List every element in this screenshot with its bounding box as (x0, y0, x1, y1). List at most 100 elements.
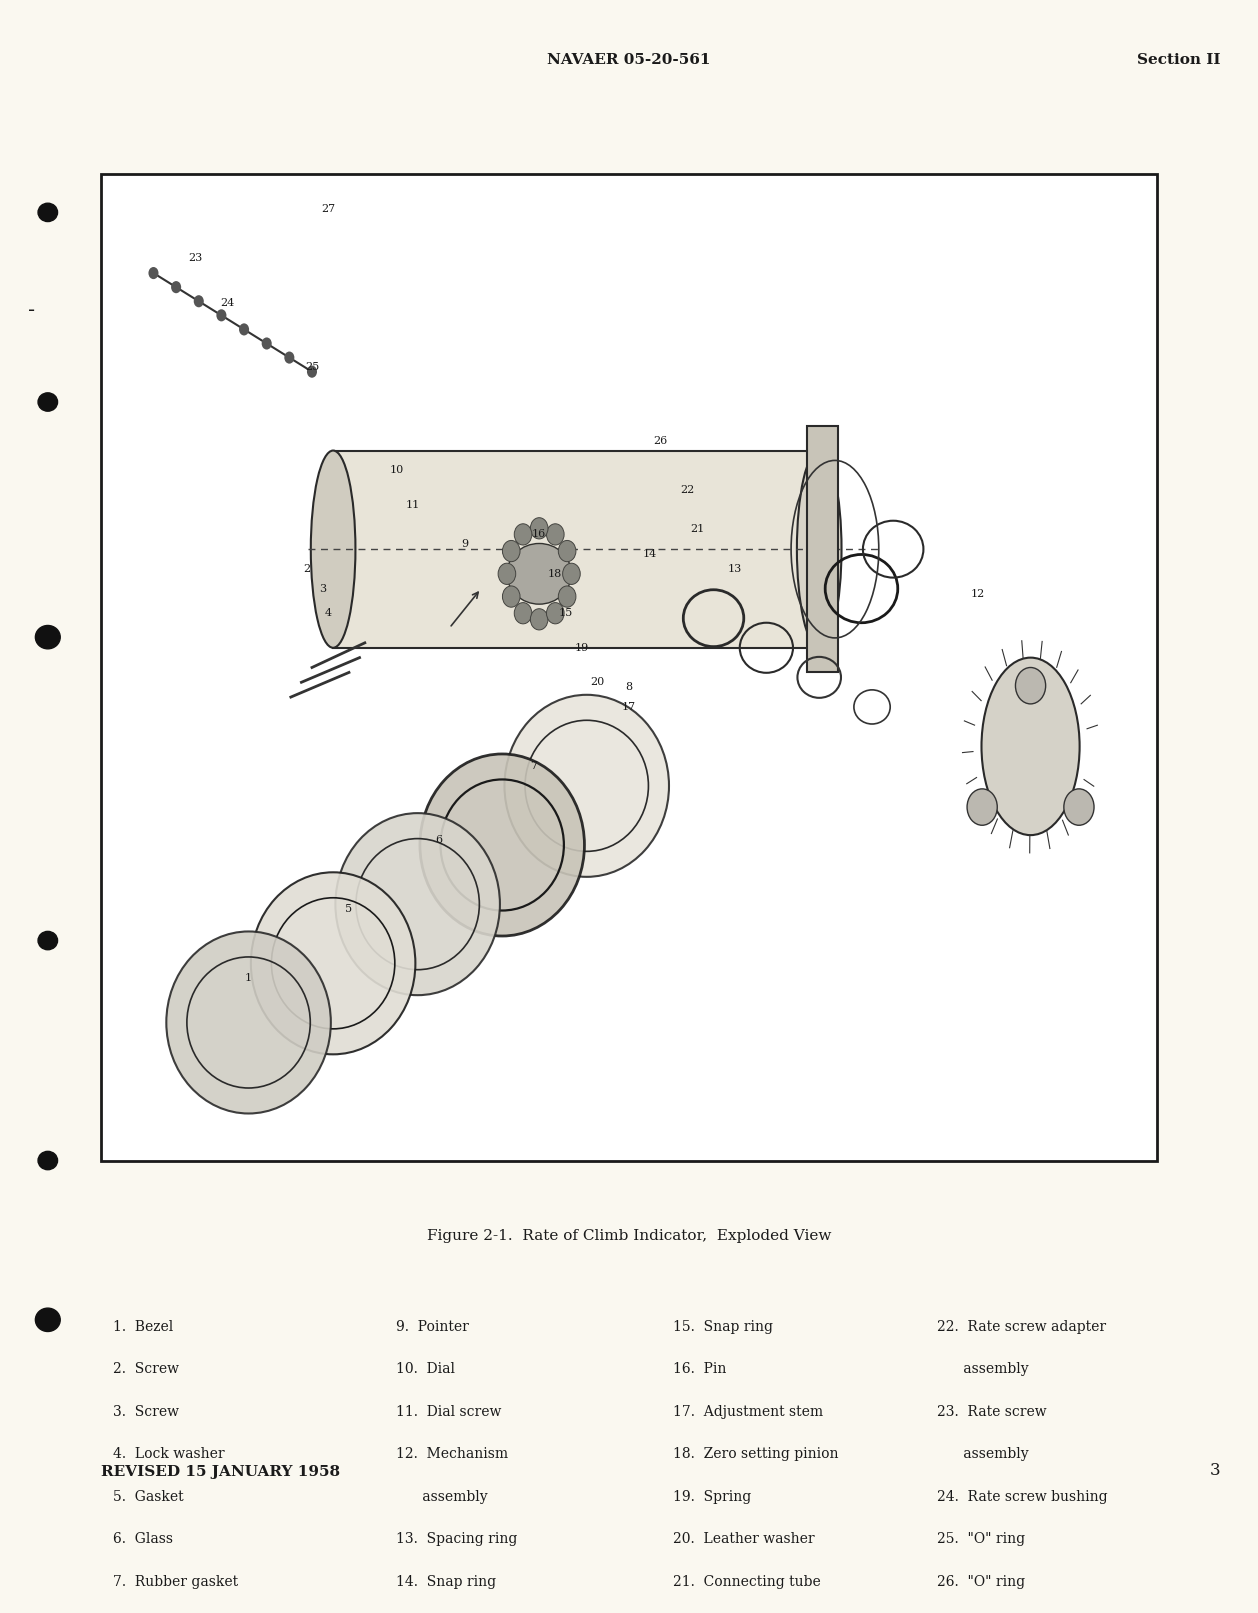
Ellipse shape (250, 873, 415, 1055)
Text: 3.  Screw: 3. Screw (113, 1405, 179, 1419)
Text: 5.  Gasket: 5. Gasket (113, 1490, 184, 1503)
Text: 16.  Pin: 16. Pin (673, 1363, 726, 1376)
Text: 9.  Pointer: 9. Pointer (396, 1319, 469, 1334)
Text: 19: 19 (575, 642, 589, 653)
Text: 17: 17 (621, 702, 637, 711)
Circle shape (171, 281, 181, 294)
Text: 2: 2 (303, 565, 311, 574)
Ellipse shape (420, 753, 585, 936)
Text: 22: 22 (681, 486, 694, 495)
Text: 14: 14 (643, 548, 657, 560)
Text: NAVAER 05-20-561: NAVAER 05-20-561 (547, 53, 711, 68)
Text: 12: 12 (971, 589, 985, 598)
Text: 6.  Glass: 6. Glass (113, 1532, 174, 1547)
Circle shape (515, 524, 532, 545)
Text: 21: 21 (691, 524, 704, 534)
Circle shape (559, 586, 576, 606)
Text: 5: 5 (346, 903, 352, 915)
Text: 22.  Rate screw adapter: 22. Rate screw adapter (937, 1319, 1106, 1334)
Circle shape (148, 268, 159, 279)
Circle shape (1064, 789, 1094, 826)
Circle shape (498, 563, 516, 584)
Circle shape (502, 586, 520, 606)
Text: 14.  Snap ring: 14. Snap ring (396, 1574, 497, 1589)
Text: 23.  Rate screw: 23. Rate screw (937, 1405, 1047, 1419)
Text: REVISED 15 JANUARY 1958: REVISED 15 JANUARY 1958 (101, 1465, 340, 1479)
Ellipse shape (35, 1308, 60, 1331)
Circle shape (967, 789, 998, 826)
Text: 15.  Snap ring: 15. Snap ring (673, 1319, 772, 1334)
Text: 26.  "O" ring: 26. "O" ring (937, 1574, 1025, 1589)
Text: 3: 3 (1210, 1461, 1220, 1479)
Text: 8: 8 (625, 682, 633, 692)
Text: 11: 11 (405, 500, 419, 510)
Ellipse shape (336, 813, 499, 995)
Ellipse shape (796, 450, 842, 648)
Circle shape (546, 524, 564, 545)
Text: assembly: assembly (396, 1490, 488, 1503)
Text: 25.  "O" ring: 25. "O" ring (937, 1532, 1025, 1547)
Ellipse shape (311, 450, 356, 648)
Circle shape (546, 603, 564, 624)
Text: 26: 26 (654, 436, 668, 445)
Circle shape (531, 518, 548, 539)
Text: assembly: assembly (937, 1363, 1029, 1376)
Text: 24.  Rate screw bushing: 24. Rate screw bushing (937, 1490, 1108, 1503)
Text: Section II: Section II (1137, 53, 1220, 68)
Bar (333, 450, 819, 648)
Ellipse shape (35, 626, 60, 648)
Text: 20.  Leather washer: 20. Leather washer (673, 1532, 815, 1547)
Bar (806, 426, 838, 673)
Text: 19.  Spring: 19. Spring (673, 1490, 751, 1503)
Circle shape (559, 540, 576, 561)
Text: assembly: assembly (937, 1447, 1029, 1461)
Ellipse shape (166, 931, 331, 1113)
Text: 23: 23 (189, 253, 203, 263)
Ellipse shape (981, 658, 1079, 836)
Text: 25: 25 (304, 361, 320, 371)
Circle shape (562, 563, 580, 584)
Ellipse shape (38, 203, 58, 221)
Text: 1: 1 (245, 973, 252, 982)
Text: 1.  Bezel: 1. Bezel (113, 1319, 174, 1334)
Text: 3: 3 (320, 584, 326, 594)
Text: 20: 20 (590, 677, 604, 687)
Text: 7: 7 (531, 761, 537, 771)
Text: 13: 13 (727, 565, 742, 574)
Text: 6: 6 (435, 836, 443, 845)
Text: 4.  Lock washer: 4. Lock washer (113, 1447, 225, 1461)
Text: 24: 24 (220, 298, 234, 308)
Text: Figure 2-1.  Rate of Climb Indicator,  Exploded View: Figure 2-1. Rate of Climb Indicator, Exp… (426, 1229, 832, 1242)
Circle shape (216, 310, 226, 321)
Text: 18: 18 (548, 569, 562, 579)
Text: 15: 15 (559, 608, 572, 618)
Ellipse shape (38, 931, 58, 950)
Text: 2.  Screw: 2. Screw (113, 1363, 179, 1376)
Text: 4: 4 (325, 608, 331, 618)
Text: 11.  Dial screw: 11. Dial screw (396, 1405, 502, 1419)
Ellipse shape (38, 394, 58, 411)
Text: 21.  Connecting tube: 21. Connecting tube (673, 1574, 820, 1589)
Ellipse shape (38, 1152, 58, 1169)
Ellipse shape (507, 544, 571, 605)
Text: 10.  Dial: 10. Dial (396, 1363, 455, 1376)
Ellipse shape (504, 695, 669, 877)
Circle shape (194, 295, 204, 308)
Circle shape (531, 608, 548, 631)
Circle shape (307, 366, 317, 377)
Text: 7.  Rubber gasket: 7. Rubber gasket (113, 1574, 238, 1589)
Text: 27: 27 (321, 203, 335, 215)
Text: 17.  Adjustment stem: 17. Adjustment stem (673, 1405, 823, 1419)
Circle shape (262, 337, 272, 350)
Circle shape (502, 540, 520, 561)
Text: -: - (28, 302, 35, 321)
Text: 13.  Spacing ring: 13. Spacing ring (396, 1532, 517, 1547)
Text: 18.  Zero setting pinion: 18. Zero setting pinion (673, 1447, 839, 1461)
Text: 10: 10 (390, 465, 404, 476)
Circle shape (239, 323, 249, 336)
Circle shape (284, 352, 294, 363)
Bar (101, 174, 1157, 1160)
Text: 16: 16 (532, 529, 546, 539)
Text: 9: 9 (462, 539, 469, 550)
Text: 12.  Mechanism: 12. Mechanism (396, 1447, 508, 1461)
